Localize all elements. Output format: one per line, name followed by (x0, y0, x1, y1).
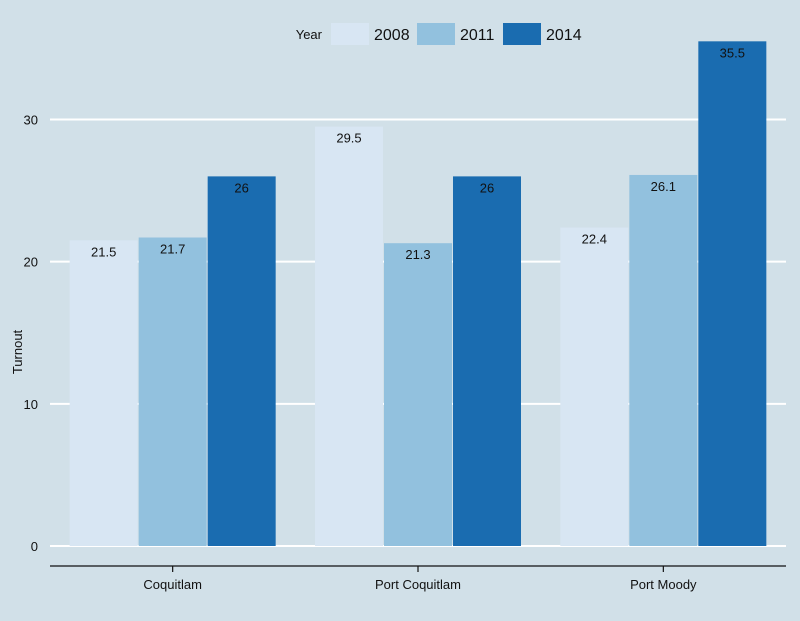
bar-value-label: 26.1 (651, 179, 676, 194)
y-tick-label-30: 30 (24, 113, 38, 128)
legend-label-2008: 2008 (374, 27, 410, 44)
bar-value-label: 26 (234, 180, 248, 195)
y-tick-labels: 0 10 20 30 (24, 113, 38, 554)
legend-label-2014: 2014 (546, 27, 582, 44)
bar-coquitlam-2011 (138, 237, 207, 546)
x-category-labels: Coquitlam Port Coquitlam Port Moody (143, 577, 697, 592)
y-tick-label-0: 0 (31, 539, 38, 554)
bar-port-moody-2011 (629, 174, 698, 546)
x-category-label: Port Moody (630, 577, 697, 592)
bar-value-label: 26 (480, 180, 494, 195)
legend-label-2011: 2011 (460, 27, 495, 44)
bar-port-moody-2008 (560, 227, 629, 546)
bar-value-label: 22.4 (582, 232, 607, 247)
x-category-label: Coquitlam (143, 577, 202, 592)
legend-title: Year (296, 27, 323, 42)
bar-value-label: 21.3 (405, 247, 430, 262)
bar-coquitlam-2014 (207, 176, 276, 547)
bar-value-label: 21.7 (160, 242, 185, 257)
y-tick-label-10: 10 (24, 397, 38, 412)
bar-coquitlam-2008 (69, 240, 138, 546)
bar-value-label: 29.5 (336, 131, 361, 146)
bar-value-label: 21.5 (91, 244, 116, 259)
bar-port-coquitlam-2011 (384, 243, 452, 547)
legend-swatch-2011 (417, 23, 455, 45)
x-category-label: Port Coquitlam (375, 577, 461, 592)
x-tick-marks (172, 566, 664, 572)
y-axis-title: Turnout (10, 329, 25, 374)
bar-value-label: 35.5 (720, 45, 745, 60)
bar-port-coquitlam-2008 (315, 126, 383, 547)
bar-port-moody-2014 (698, 41, 767, 546)
bar-port-coquitlam-2014 (453, 176, 521, 547)
y-tick-label-20: 20 (24, 255, 38, 270)
bar-series: 21.5 21.7 26 29.5 21.3 26 22.4 26.1 35.5 (69, 41, 767, 547)
legend-swatch-2008 (331, 23, 369, 45)
legend-swatch-2014 (503, 23, 541, 45)
legend: Year 2008 2011 2014 (296, 23, 582, 45)
